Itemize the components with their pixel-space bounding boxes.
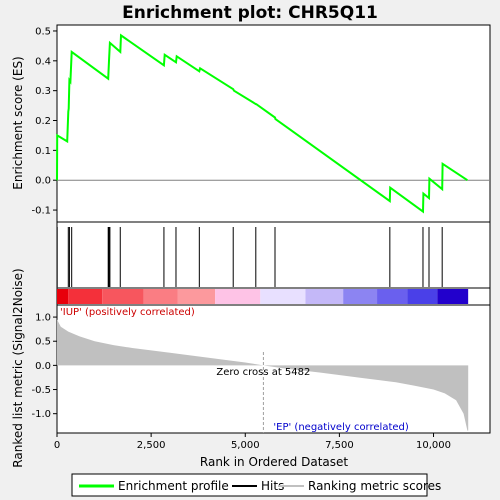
metric-y-tick-label: -1.0 bbox=[31, 409, 51, 420]
es-y-tick-label: 0.2 bbox=[35, 116, 51, 127]
enrichment-profile-line bbox=[56, 33, 468, 214]
es-y-tick-label: -0.1 bbox=[31, 206, 51, 217]
heat-bar-segment bbox=[437, 289, 469, 304]
es-y-axis-label: Enrichment score (ES) bbox=[11, 56, 25, 189]
legend-label-metric: Ranking metric scores bbox=[308, 479, 441, 493]
es-panel bbox=[56, 24, 491, 223]
metric-y-axis-label: Ranked list metric (Signal2Noise) bbox=[11, 268, 25, 467]
es-y-tick-label: 0.1 bbox=[35, 146, 51, 157]
ranked-heat-bar bbox=[57, 289, 469, 304]
heat-bar-segment bbox=[260, 289, 306, 304]
es-y-axis: -0.1 0.0 0.1 0.2 0.3 0.4 0.5 bbox=[31, 26, 57, 217]
metric-y-tick-label: 0.5 bbox=[35, 337, 51, 348]
hits-panel bbox=[56, 221, 491, 289]
zero-cross-label: Zero cross at 5482 bbox=[216, 367, 310, 378]
hit-markers bbox=[56, 227, 443, 287]
x-tick-label: 10,000 bbox=[416, 440, 451, 451]
metric-y-tick-label: -0.5 bbox=[31, 385, 51, 396]
x-tick-label: 5,000 bbox=[231, 440, 260, 451]
heat-bar-segment bbox=[377, 289, 408, 304]
positive-correlation-label: 'IUP' (positively correlated) bbox=[60, 307, 195, 318]
heat-bar-segment bbox=[68, 289, 103, 304]
es-y-tick-label: 0.4 bbox=[35, 56, 51, 67]
metric-y-axis: -1.0 -0.5 0.0 0.5 1.0 bbox=[31, 313, 57, 420]
heat-bar-segment bbox=[407, 289, 438, 304]
negative-correlation-label: 'EP' (negatively correlated) bbox=[273, 422, 408, 433]
heat-bar-segment bbox=[305, 289, 344, 304]
heat-bar-segment bbox=[343, 289, 378, 304]
metric-y-tick-label: 1.0 bbox=[35, 313, 51, 324]
metric-x-axis: 0 2,500 5,000 7,500 10,000 bbox=[54, 433, 451, 451]
metric-y-tick-label: 0.0 bbox=[35, 361, 51, 372]
x-tick-label: 2,500 bbox=[137, 440, 166, 451]
es-y-tick-label: 0.3 bbox=[35, 86, 51, 97]
legend-label-enrichment: Enrichment profile bbox=[118, 479, 229, 493]
es-y-tick-label: 0.5 bbox=[35, 26, 51, 37]
x-tick-label: 0 bbox=[54, 440, 60, 451]
legend-label-hits: Hits bbox=[261, 479, 284, 493]
es-y-tick-label: 0.0 bbox=[35, 176, 51, 187]
heat-bar-segment bbox=[177, 289, 216, 304]
heat-bar-segment bbox=[57, 289, 69, 304]
ranking-metric-area bbox=[57, 319, 469, 431]
x-tick-label: 7,500 bbox=[325, 440, 354, 451]
heat-bar-segment bbox=[215, 289, 261, 304]
heat-bar-segment bbox=[143, 289, 178, 304]
x-axis-label: Rank in Ordered Dataset bbox=[200, 455, 348, 469]
heat-bar-segment bbox=[102, 289, 144, 304]
chart-title: Enrichment plot: CHR5Q11 bbox=[122, 3, 378, 23]
